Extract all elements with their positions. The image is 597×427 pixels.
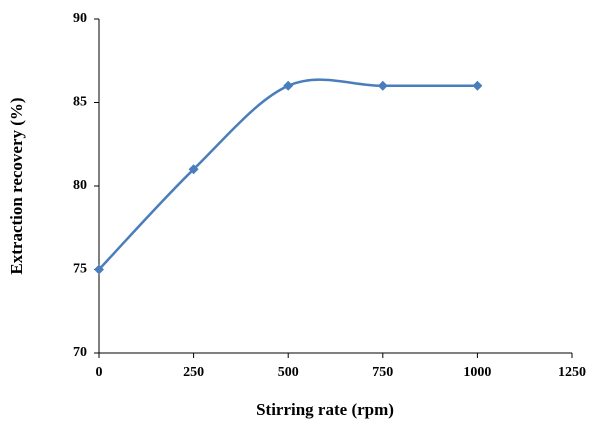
marker	[94, 264, 104, 275]
line	[98, 78, 478, 271]
y-tick-label: 80	[73, 178, 87, 193]
x-tick-label: 1000	[463, 365, 491, 380]
x-tick-label: 0	[96, 365, 103, 380]
x-axis-title: Stirring rate (rpm)	[256, 400, 394, 419]
x-tick-label: 1250	[558, 365, 586, 380]
marker	[188, 164, 199, 175]
y-tick-label: 90	[73, 11, 87, 26]
y-axis-title: Extraction recovery (%)	[7, 97, 26, 274]
y-tick-label: 85	[73, 95, 87, 110]
x-tick-label: 500	[278, 365, 299, 380]
y-tick-label: 75	[73, 262, 87, 277]
marker	[377, 80, 388, 91]
x-tick-label: 250	[183, 365, 204, 380]
marker	[472, 80, 483, 91]
marker	[283, 80, 294, 91]
y-tick-label: 70	[73, 345, 87, 360]
x-tick-label: 750	[372, 365, 393, 380]
